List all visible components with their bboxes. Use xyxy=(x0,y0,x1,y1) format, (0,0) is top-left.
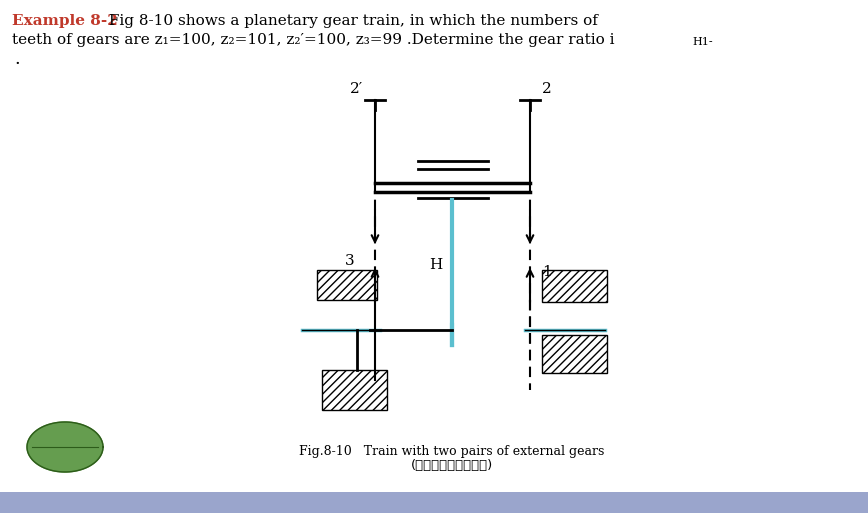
Text: (双排外噜合周转轮系): (双排外噜合周转轮系) xyxy=(411,459,493,472)
Polygon shape xyxy=(27,422,103,472)
Text: Example 8-2: Example 8-2 xyxy=(12,14,118,28)
Text: Fig.8-10   Train with two pairs of external gears: Fig.8-10 Train with two pairs of externa… xyxy=(299,445,605,458)
Bar xyxy=(322,370,387,410)
Bar xyxy=(0,492,868,513)
Text: H: H xyxy=(430,258,443,272)
Text: 3: 3 xyxy=(345,254,355,268)
Text: ·: · xyxy=(14,55,20,73)
Text: 1: 1 xyxy=(542,265,552,279)
Bar xyxy=(317,270,377,300)
Bar xyxy=(542,335,607,373)
Bar xyxy=(542,270,607,302)
Text: H1-: H1- xyxy=(692,37,713,47)
Text: teeth of gears are z₁=100, z₂=101, z₂′=100, z₃=99 .Determine the gear ratio i: teeth of gears are z₁=100, z₂=101, z₂′=1… xyxy=(12,33,615,47)
Text: 2: 2 xyxy=(542,82,552,96)
Text: Fig 8-10 shows a planetary gear train, in which the numbers of: Fig 8-10 shows a planetary gear train, i… xyxy=(104,14,598,28)
Text: 2′: 2′ xyxy=(350,82,363,96)
